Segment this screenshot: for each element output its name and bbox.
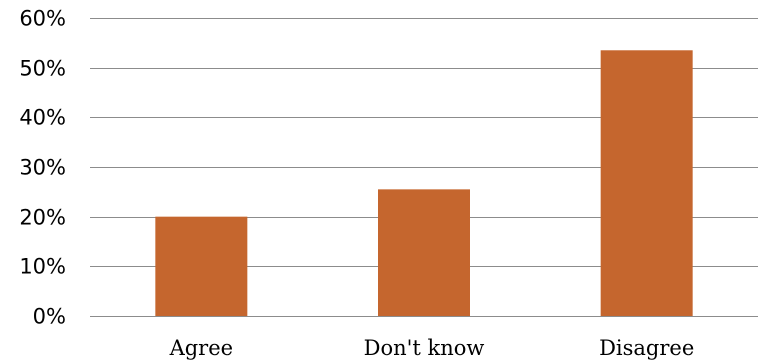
x-tick-label: Disagree xyxy=(599,336,694,360)
y-tick-label: 40% xyxy=(19,106,66,130)
y-tick-label: 0% xyxy=(33,305,66,329)
y-tick-label: 10% xyxy=(19,255,66,279)
y-tick-label: 60% xyxy=(19,7,66,31)
bars xyxy=(155,50,693,317)
y-tick-label: 20% xyxy=(19,206,66,230)
bar-agree xyxy=(155,216,248,316)
y-tick-label: 50% xyxy=(19,57,66,81)
x-tick-label: Agree xyxy=(169,336,234,360)
x-axis-tick-labels: Agree Don't know Disagree xyxy=(169,336,695,360)
x-tick-label: Don't know xyxy=(364,336,485,360)
bar-disagree xyxy=(600,50,693,317)
y-axis-tick-labels: 0% 10% 20% 30% 40% 50% 60% xyxy=(19,7,66,329)
y-tick-label: 30% xyxy=(19,156,66,180)
bar-don-t-know xyxy=(378,189,470,316)
